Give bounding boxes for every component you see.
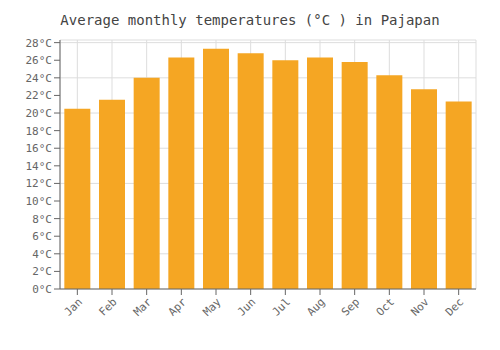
svg-text:Aug: Aug	[304, 295, 327, 318]
svg-text:26°C: 26°C	[26, 54, 53, 67]
svg-text:0°C: 0°C	[32, 283, 52, 296]
svg-text:8°C: 8°C	[32, 213, 52, 226]
svg-text:Sep: Sep	[339, 295, 362, 318]
svg-text:Jun: Jun	[235, 295, 258, 318]
svg-text:14°C: 14°C	[26, 160, 53, 173]
svg-text:22°C: 22°C	[26, 89, 53, 102]
svg-text:Oct: Oct	[374, 295, 397, 318]
svg-text:16°C: 16°C	[26, 142, 53, 155]
svg-text:Nov: Nov	[408, 295, 432, 319]
svg-text:4°C: 4°C	[32, 248, 52, 261]
svg-text:12°C: 12°C	[26, 177, 53, 190]
svg-text:18°C: 18°C	[26, 125, 53, 138]
svg-text:6°C: 6°C	[32, 230, 52, 243]
svg-text:2°C: 2°C	[32, 265, 52, 278]
svg-text:Jan: Jan	[62, 295, 85, 318]
svg-text:28°C: 28°C	[26, 37, 53, 50]
svg-text:10°C: 10°C	[26, 195, 53, 208]
svg-text:Dec: Dec	[443, 295, 466, 318]
svg-text:24°C: 24°C	[26, 72, 53, 85]
svg-text:20°C: 20°C	[26, 107, 53, 120]
svg-text:May: May	[200, 295, 224, 319]
html-text:Average monthly temperatures (: Average monthly temperatures (°C ) in Pa…	[60, 12, 440, 28]
svg-text:Jul: Jul	[270, 295, 293, 318]
svg-text:Apr: Apr	[166, 295, 190, 319]
svg-text:Feb: Feb	[96, 295, 119, 318]
svg-text:Mar: Mar	[131, 295, 155, 319]
